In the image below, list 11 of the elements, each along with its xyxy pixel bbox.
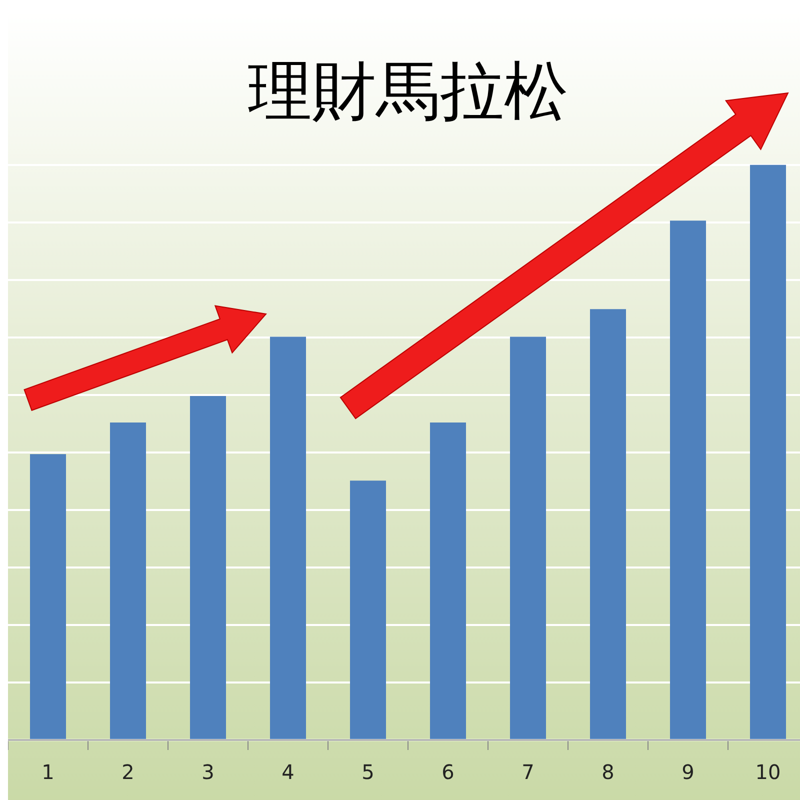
x-tick-label: 3 — [202, 760, 214, 784]
x-tick-label: 5 — [362, 760, 374, 784]
x-tick-label: 8 — [602, 760, 614, 784]
x-tick-label: 7 — [522, 760, 534, 784]
x-tick-label: 1 — [42, 760, 54, 784]
x-tick-label: 9 — [682, 760, 694, 784]
x-tick-label: 2 — [122, 760, 134, 784]
chart-title: 理財馬拉松 — [248, 55, 568, 130]
x-tick-label: 6 — [442, 760, 454, 784]
x-tick-label: 10 — [755, 760, 781, 784]
x-tick-label: 4 — [282, 760, 294, 784]
